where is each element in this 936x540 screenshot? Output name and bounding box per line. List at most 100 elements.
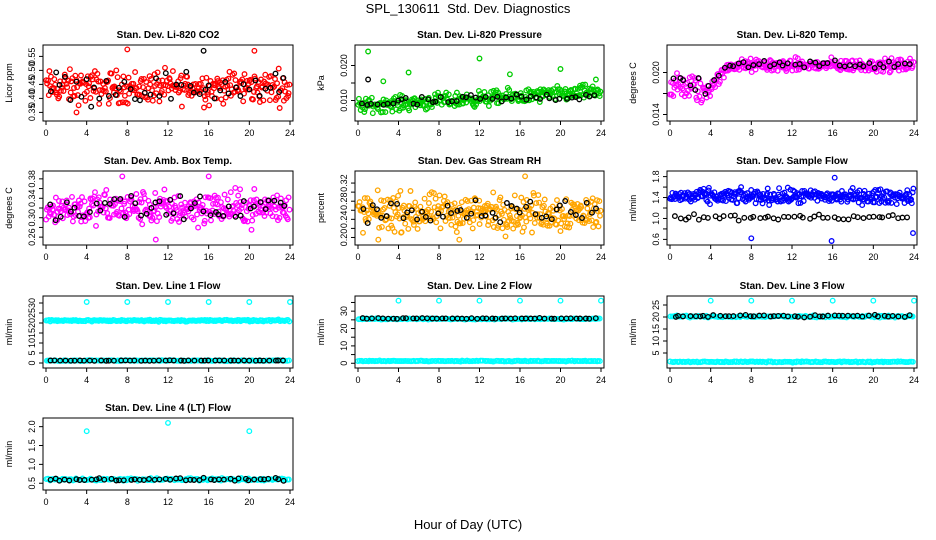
data-point	[911, 297, 917, 304]
data-point	[81, 357, 88, 364]
data-point	[265, 475, 272, 482]
y-axis-label: kPa	[316, 75, 326, 91]
x-tick-label: 16	[515, 128, 525, 138]
data-point	[764, 213, 771, 220]
y-tick-label: 20	[27, 318, 37, 328]
data-point	[711, 77, 718, 84]
data-point	[444, 199, 451, 206]
data-point	[541, 196, 548, 203]
series-black	[671, 211, 911, 224]
data-point	[770, 215, 777, 222]
data-point	[589, 209, 595, 216]
x-tick-label: 24	[596, 252, 606, 262]
data-point	[64, 84, 71, 91]
data-point	[861, 187, 868, 194]
data-point	[208, 217, 214, 224]
data-point	[66, 477, 73, 484]
data-point	[225, 75, 232, 82]
data-point	[590, 224, 597, 231]
data-point	[101, 476, 108, 483]
data-point	[83, 428, 90, 435]
y-tick-label: 1.5	[27, 439, 37, 452]
data-point	[687, 82, 694, 89]
data-point	[891, 358, 898, 365]
panel-title: Stan. Dev. Gas Stream RH	[418, 156, 541, 167]
data-point	[490, 189, 497, 196]
data-point	[910, 185, 917, 192]
data-point	[117, 99, 124, 106]
data-point	[285, 194, 292, 201]
data-point	[115, 84, 122, 91]
data-point	[143, 210, 150, 217]
data-point	[83, 76, 90, 83]
plot-frame	[42, 417, 294, 491]
data-point	[252, 77, 259, 84]
data-point	[381, 205, 388, 211]
data-point	[437, 94, 444, 101]
data-point	[845, 216, 852, 223]
data-point	[795, 200, 802, 207]
data-point	[56, 477, 63, 484]
data-point	[405, 69, 412, 76]
y-axis-label: ml/min	[4, 319, 14, 346]
data-point	[506, 71, 513, 78]
data-point	[246, 86, 253, 93]
y-tick-label: 1.4	[651, 191, 661, 204]
x-tick-label: 24	[909, 128, 919, 138]
data-point	[816, 313, 823, 320]
data-point	[71, 85, 77, 91]
data-point	[374, 187, 381, 194]
data-point	[125, 74, 132, 81]
data-point	[685, 214, 692, 221]
data-point	[256, 92, 263, 99]
series-blue	[667, 174, 917, 244]
data-point	[573, 315, 580, 322]
data-point	[412, 199, 419, 206]
data-point	[181, 86, 188, 93]
data-point	[828, 238, 835, 244]
y-tick-label: 10	[651, 336, 661, 346]
data-point	[697, 80, 704, 87]
data-point	[895, 313, 902, 320]
y-tick-label: 2.0	[27, 420, 37, 433]
data-point	[156, 476, 163, 483]
data-point	[83, 88, 90, 95]
data-point	[903, 190, 910, 197]
data-point	[419, 208, 426, 215]
data-point	[165, 419, 171, 426]
x-tick-label: 4	[396, 252, 401, 262]
data-point	[397, 187, 404, 194]
data-point	[214, 194, 221, 201]
x-tick-label: 0	[43, 375, 48, 385]
data-point	[382, 109, 389, 116]
data-point	[427, 217, 434, 224]
y-tick-label: 0.40	[27, 90, 37, 108]
data-point	[748, 235, 755, 242]
data-point	[697, 313, 704, 320]
x-tick-label: 0	[667, 128, 672, 138]
data-point	[251, 476, 258, 483]
data-point	[824, 214, 831, 221]
data-point	[702, 90, 709, 97]
data-point	[161, 186, 168, 193]
data-point	[63, 80, 70, 87]
data-point	[707, 201, 713, 208]
data-point	[523, 96, 530, 103]
data-point	[482, 212, 489, 219]
data-point	[572, 86, 579, 93]
data-point	[908, 200, 915, 207]
data-point	[860, 63, 867, 70]
x-tick-label: 16	[204, 252, 214, 262]
data-point	[379, 315, 386, 322]
data-point	[268, 89, 275, 96]
series-black	[672, 311, 913, 321]
x-tick-label: 24	[285, 252, 295, 262]
data-point	[113, 67, 120, 74]
data-point	[910, 230, 916, 237]
data-point	[523, 218, 530, 225]
data-point	[405, 225, 412, 232]
data-point	[687, 313, 694, 320]
data-point	[231, 70, 238, 77]
data-point	[200, 47, 207, 54]
data-point	[103, 357, 110, 364]
